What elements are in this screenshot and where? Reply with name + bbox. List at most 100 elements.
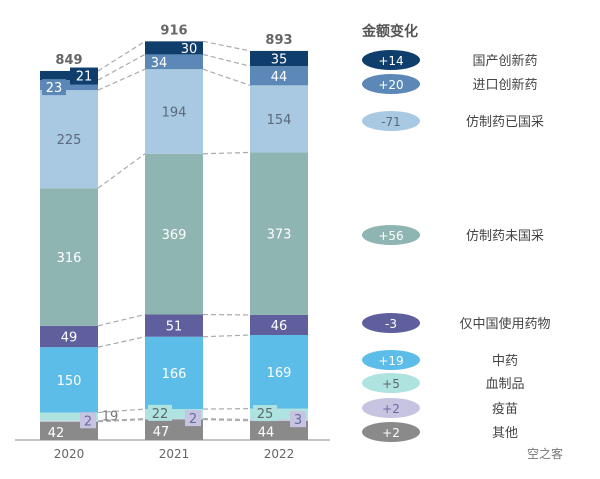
x-tick-label: 2022 <box>264 447 295 461</box>
label-box <box>80 412 96 429</box>
data-label: 194 <box>162 105 187 120</box>
legend-label: 仅中国使用药物 <box>459 316 550 332</box>
label-box <box>185 410 201 427</box>
connector-line <box>202 151 251 155</box>
data-label: 34 <box>151 56 168 71</box>
legend-change: +19 <box>378 354 403 368</box>
data-label: 169 <box>267 366 292 381</box>
legend-oval <box>362 350 420 370</box>
bar-segment <box>250 50 308 67</box>
legend-oval <box>362 50 420 70</box>
data-label: 166 <box>162 367 187 382</box>
connector-line <box>202 53 251 67</box>
label-box <box>70 67 98 85</box>
bar-segment <box>250 334 308 409</box>
bar-segment <box>40 80 98 91</box>
data-label: 44 <box>271 70 288 85</box>
label-box <box>148 404 172 421</box>
data-label: 369 <box>162 228 187 243</box>
data-label: 316 <box>57 251 82 266</box>
data-label: 22 <box>152 407 169 422</box>
bar-segment <box>145 409 203 419</box>
connector-line <box>97 68 146 91</box>
data-label: 49 <box>61 331 78 346</box>
legend-label: 进口创新药 <box>472 77 537 93</box>
data-label: 21 <box>76 70 93 85</box>
data-label: 25 <box>257 407 274 422</box>
bar-segment <box>40 325 98 348</box>
label-box <box>290 411 306 428</box>
bar-segment <box>250 152 308 315</box>
data-label: 3 <box>294 413 302 428</box>
total-label: 849 <box>55 53 82 68</box>
bar-segment <box>145 418 203 420</box>
data-label: 47 <box>153 425 170 440</box>
connector-line <box>202 68 251 86</box>
bar-segment <box>145 336 203 410</box>
data-label: 42 <box>48 426 65 441</box>
data-label: 23 <box>46 81 63 96</box>
legend-oval <box>362 398 420 418</box>
legend-oval <box>362 111 420 131</box>
bar-segment <box>40 347 98 413</box>
total-label: 893 <box>265 33 292 48</box>
bar-segment <box>40 412 98 421</box>
connector-line <box>97 53 146 81</box>
bar-segment <box>145 69 203 154</box>
bar-segment <box>40 420 98 422</box>
legend-change: -3 <box>385 317 397 331</box>
legend-label: 疫苗 <box>492 401 518 417</box>
connector-line <box>202 418 251 422</box>
x-tick-label: 2020 <box>54 447 85 461</box>
legend-label: 仿制药未国采 <box>466 229 544 244</box>
legend-change: +2 <box>382 402 400 416</box>
bar-segment <box>250 66 308 86</box>
legend-label: 国产创新药 <box>472 53 537 69</box>
data-label: 154 <box>267 113 292 128</box>
bar-segment <box>250 408 308 420</box>
x-tick-label: 2021 <box>159 447 190 461</box>
data-label: 373 <box>267 228 292 243</box>
legend-change: +14 <box>378 54 403 68</box>
bar-segment <box>145 41 203 55</box>
data-label: 44 <box>258 425 275 440</box>
data-label: 46 <box>271 319 288 334</box>
watermark-text: 空之客 <box>527 446 563 461</box>
label-box <box>253 405 277 422</box>
bar-segment <box>40 70 98 81</box>
data-label: 19 <box>102 410 119 425</box>
bar-segment <box>40 188 98 326</box>
legend-label: 血制品 <box>485 377 524 392</box>
bar-segment <box>40 90 98 189</box>
data-label: 30 <box>181 42 198 57</box>
connector-line <box>202 40 251 52</box>
legend-title: 金额变化 <box>361 23 418 40</box>
legend-change: +56 <box>378 229 403 243</box>
legend-change: +20 <box>378 78 403 92</box>
data-label: 51 <box>166 320 183 335</box>
legend-oval <box>362 313 420 333</box>
legend-label: 仿制药已国采 <box>466 115 544 130</box>
connector-line <box>97 313 146 327</box>
legend-oval <box>362 422 420 442</box>
legend-change: +5 <box>382 377 400 391</box>
connector-line <box>97 336 146 348</box>
data-label: 35 <box>271 53 288 68</box>
connector-line <box>202 418 251 421</box>
data-label: 2 <box>84 414 92 429</box>
bar-segment <box>145 153 203 315</box>
total-label: 916 <box>160 23 187 38</box>
connector-line <box>97 153 146 189</box>
legend-change: -71 <box>381 115 401 129</box>
bar-segment <box>250 85 308 153</box>
bar-segment <box>145 314 203 337</box>
connector-line <box>97 40 146 72</box>
label-box <box>42 79 66 96</box>
legend-label: 中药 <box>492 354 518 369</box>
legend-oval <box>362 74 420 94</box>
data-label: 225 <box>57 133 82 148</box>
connector-line <box>202 334 251 338</box>
bar-segment <box>250 419 308 421</box>
